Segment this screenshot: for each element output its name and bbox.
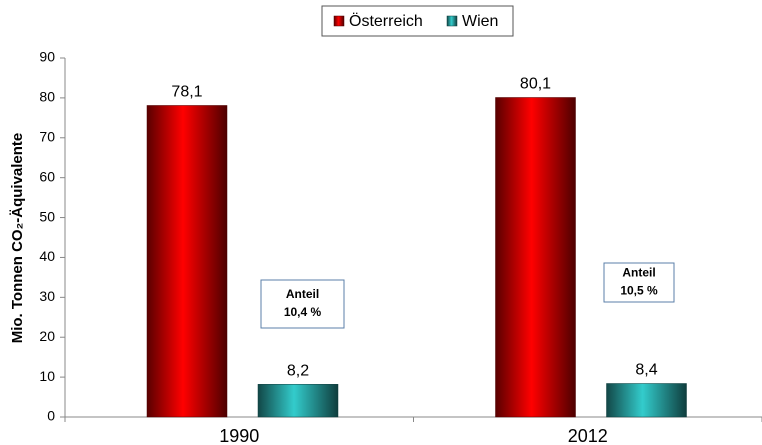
y-tick-label: 50 xyxy=(39,208,55,224)
legend-label: Wien xyxy=(462,13,498,30)
x-tick-label: 1990 xyxy=(219,426,259,445)
y-tick-label: 20 xyxy=(39,328,55,344)
bar xyxy=(146,105,228,418)
legend-swatch xyxy=(333,15,345,27)
annotation-box xyxy=(603,262,675,303)
y-tick-label: 0 xyxy=(47,408,55,424)
data-label: 78,1 xyxy=(171,84,202,101)
annotation-text: Anteil xyxy=(286,287,319,301)
y-axis-label: Mio. Tonnen CO₂-Äquivalente xyxy=(9,133,26,344)
annotation-text: 10,4 % xyxy=(284,305,322,319)
y-tick-label: 40 xyxy=(39,248,55,264)
y-tick-label: 70 xyxy=(39,128,55,144)
y-tick-label: 80 xyxy=(39,89,55,105)
annotation-box xyxy=(260,279,345,329)
y-tick-label: 10 xyxy=(39,368,55,384)
data-label: 8,2 xyxy=(287,363,309,380)
annotation-text: 10,5 % xyxy=(620,284,658,298)
legend-box xyxy=(321,5,514,37)
annotation-text: Anteil xyxy=(622,266,655,280)
bar xyxy=(495,97,576,418)
data-label: 80,1 xyxy=(520,76,551,93)
legend-swatch xyxy=(446,15,458,27)
bar xyxy=(257,384,339,418)
y-tick-label: 90 xyxy=(39,49,55,65)
legend-label: Österreich xyxy=(349,12,423,30)
x-tick-label: 2012 xyxy=(568,426,608,445)
bar xyxy=(606,383,687,418)
data-label: 8,4 xyxy=(635,362,657,379)
y-tick-label: 30 xyxy=(39,288,55,304)
y-tick-label: 60 xyxy=(39,168,55,184)
